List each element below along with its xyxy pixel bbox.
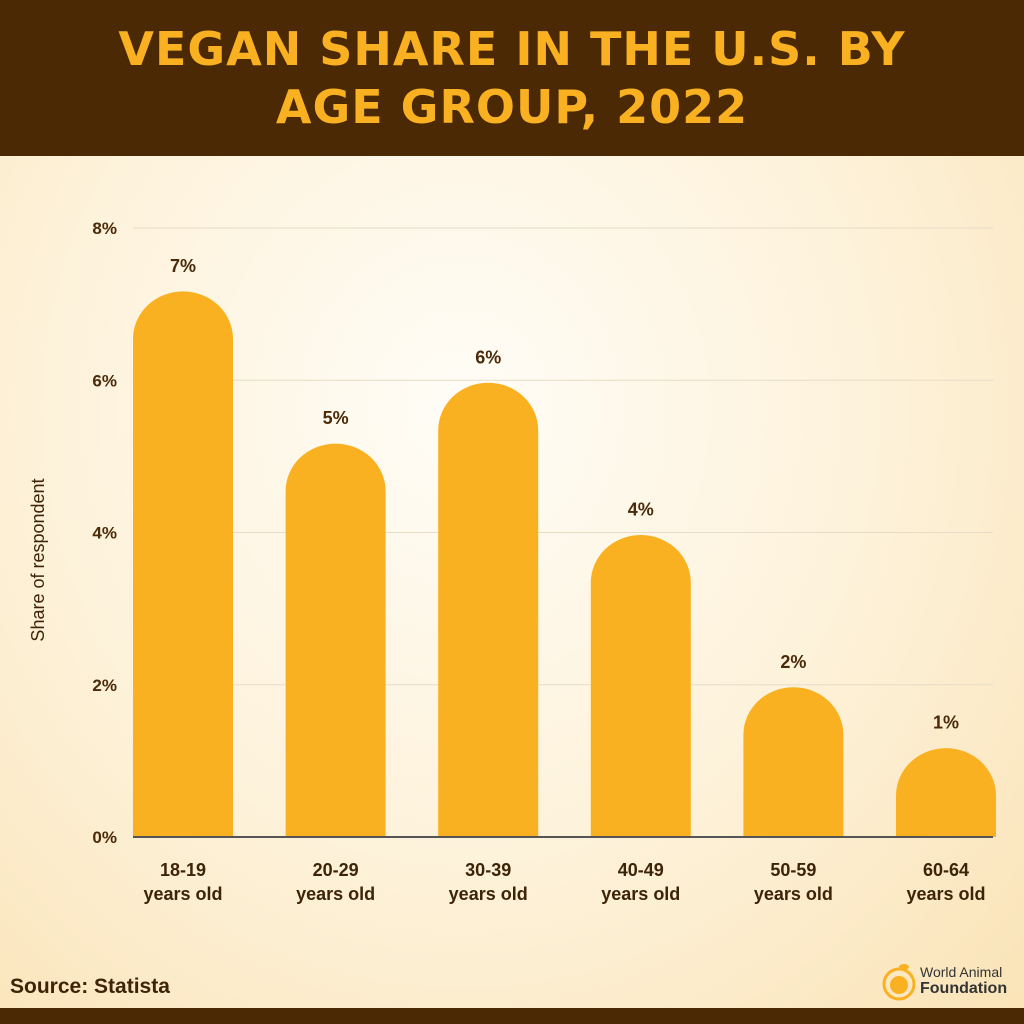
y-tick-label: 0% [92, 828, 117, 847]
source-note: Source: Statista [10, 975, 170, 998]
x-tick-label: years old [754, 884, 833, 904]
x-tick-label: years old [449, 884, 528, 904]
y-tick-label: 6% [92, 371, 117, 390]
x-tick-label: 30-39 [465, 860, 511, 880]
data-label: 4% [628, 500, 654, 520]
x-tick-label: 60-64 [923, 860, 969, 880]
footer-bar [0, 1008, 1024, 1024]
chart-title: VEGAN SHARE IN THE U.S. BY AGE GROUP, 20… [118, 22, 906, 134]
y-tick-label: 8% [92, 219, 117, 238]
animal-logo-icon [882, 964, 916, 1001]
y-tick-label: 2% [92, 676, 117, 695]
bar [590, 535, 691, 837]
x-tick-label: years old [601, 884, 680, 904]
x-tick-label: 40-49 [618, 860, 664, 880]
x-tick-label: 50-59 [770, 860, 816, 880]
bar [743, 687, 844, 837]
data-label: 6% [475, 347, 501, 367]
x-tick-label: years old [296, 884, 375, 904]
x-tick-label: 20-29 [313, 860, 359, 880]
x-tick-label: years old [143, 884, 222, 904]
bar [896, 748, 996, 837]
x-tick-label: 18-19 [160, 860, 206, 880]
data-label: 1% [933, 713, 959, 733]
y-tick-label: 4% [92, 524, 117, 543]
bar [133, 291, 233, 837]
x-tick-label: years old [906, 884, 985, 904]
bar [438, 382, 539, 837]
header: VEGAN SHARE IN THE U.S. BY AGE GROUP, 20… [0, 0, 1024, 156]
logo-text: Foundation [920, 980, 1008, 997]
logo: World Animal Foundation [882, 962, 1022, 1004]
data-label: 5% [323, 408, 349, 428]
y-axis-label: Share of respondent [28, 478, 48, 641]
bar [285, 443, 386, 837]
data-label: 2% [780, 652, 806, 672]
logo-text: World Animal [920, 964, 1003, 980]
data-label: 7% [170, 256, 196, 276]
